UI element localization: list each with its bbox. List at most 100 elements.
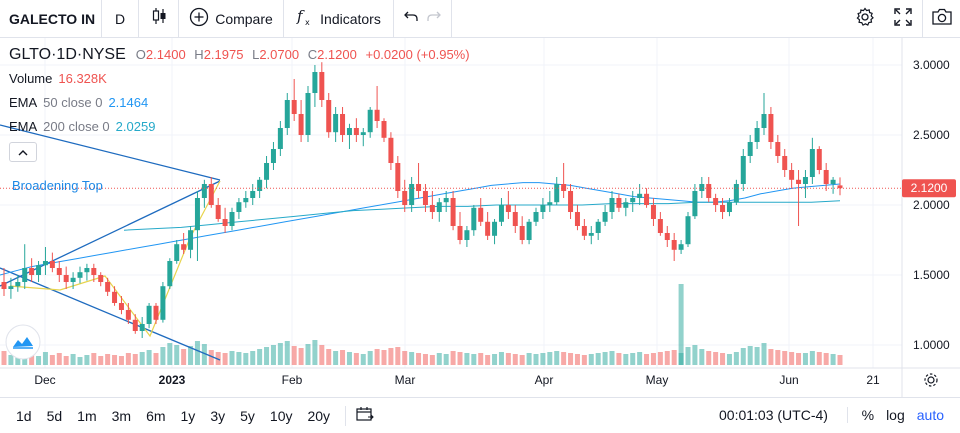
volume-bar xyxy=(443,354,449,365)
candle xyxy=(830,177,836,194)
candle-body xyxy=(319,72,325,100)
candle xyxy=(215,198,221,222)
volume-bar xyxy=(153,353,159,365)
volume-bar xyxy=(312,340,318,365)
candle-body xyxy=(540,205,546,212)
candle xyxy=(526,219,532,245)
auto-scale-button[interactable]: auto xyxy=(916,407,944,423)
range-button-1d[interactable]: 1d xyxy=(16,407,32,424)
volume-bar xyxy=(630,353,636,365)
candle-body xyxy=(118,303,124,310)
volume-bar xyxy=(291,346,297,365)
candle-body xyxy=(733,184,739,203)
chart-type-button[interactable] xyxy=(139,0,179,38)
range-button-10y[interactable]: 10y xyxy=(269,407,293,424)
candle-body xyxy=(505,205,511,212)
legend-ema200-row[interactable]: EMA 200 close 0 2.0259 xyxy=(9,119,156,134)
volume-bar xyxy=(740,348,746,365)
candle xyxy=(395,156,401,198)
candle-body xyxy=(726,202,732,212)
broadening-upper-line xyxy=(0,124,221,181)
range-button-6m[interactable]: 6m xyxy=(146,407,166,424)
volume-bar xyxy=(457,352,463,365)
svg-text:x: x xyxy=(305,18,310,27)
change-value: +0.0200 (+0.95%) xyxy=(365,47,470,62)
percent-scale-button[interactable]: % xyxy=(846,407,880,423)
range-button-5d[interactable]: 5d xyxy=(46,407,63,424)
candle xyxy=(816,146,822,175)
candle-body xyxy=(809,149,815,177)
candle xyxy=(236,198,242,219)
volume-bar xyxy=(519,355,525,365)
candle-body xyxy=(402,191,408,205)
candle-body xyxy=(153,305,159,320)
candle-body xyxy=(15,282,21,287)
logo-badge[interactable] xyxy=(5,324,41,360)
candle-body xyxy=(644,193,650,205)
candle-body xyxy=(554,184,560,203)
compare-button[interactable]: Compare xyxy=(179,0,284,38)
range-button-1y[interactable]: 1y xyxy=(180,407,196,424)
volume-bar xyxy=(464,353,470,365)
candle xyxy=(595,219,601,240)
settings-button[interactable] xyxy=(846,0,884,38)
candle-body xyxy=(333,114,339,133)
volume-bar xyxy=(609,351,615,365)
undo-icon[interactable] xyxy=(403,8,419,29)
price-chart[interactable]: 3.0000 2.5000 2.0000 1.5000 1.0000 Dec 2023 Fe… xyxy=(0,38,960,397)
candle-body xyxy=(450,198,456,226)
symbol-search-button[interactable]: GALECTO IN xyxy=(0,0,102,38)
volume-bar xyxy=(657,352,663,365)
candle-body xyxy=(77,272,83,278)
candle xyxy=(42,247,48,275)
log-scale-button[interactable]: log xyxy=(886,407,905,423)
volume-bar xyxy=(346,352,352,365)
candle xyxy=(118,296,124,315)
legend-collapse-button[interactable] xyxy=(9,142,37,162)
ema50-value: 2.1464 xyxy=(108,95,149,110)
legend-ema50-row[interactable]: EMA 50 close 0 2.1464 xyxy=(9,95,149,110)
chevron-up-icon xyxy=(18,143,28,161)
range-button-5y[interactable]: 5y xyxy=(240,407,255,424)
redo-icon[interactable] xyxy=(426,8,442,29)
volume-bar xyxy=(70,354,76,365)
volume-bar xyxy=(264,347,270,365)
candle-body xyxy=(775,142,781,156)
candle-body xyxy=(229,212,235,226)
range-button-3m[interactable]: 3m xyxy=(111,407,132,424)
candle-body xyxy=(581,226,587,236)
volume-bar xyxy=(360,354,366,365)
fullscreen-button[interactable] xyxy=(884,0,922,38)
candle xyxy=(222,207,228,233)
candle-body xyxy=(816,149,822,170)
candle-body xyxy=(160,286,166,320)
candle xyxy=(416,163,422,198)
volume-bar xyxy=(485,355,491,365)
range-button-1m[interactable]: 1m xyxy=(77,407,97,424)
candle-body xyxy=(789,170,795,180)
volume-bar xyxy=(492,354,498,365)
date-range-button[interactable] xyxy=(356,406,374,425)
candle xyxy=(1,268,7,296)
volume-bar xyxy=(747,346,753,365)
candle xyxy=(181,233,187,254)
candle xyxy=(298,100,304,142)
snapshot-button[interactable] xyxy=(922,0,960,38)
time-tick-label: Dec xyxy=(34,373,55,387)
candle-body xyxy=(277,128,283,149)
candle-body xyxy=(519,226,525,240)
time-tick-label: Mar xyxy=(395,373,416,387)
legend-volume-row[interactable]: Volume 16.328K xyxy=(9,71,107,86)
volume-bar xyxy=(809,351,815,365)
axis-settings-button[interactable] xyxy=(924,373,938,387)
range-button-20y[interactable]: 20y xyxy=(307,407,331,424)
volume-bar xyxy=(616,353,622,365)
interval-button[interactable]: D xyxy=(102,0,139,38)
candle xyxy=(768,107,774,149)
candle-body xyxy=(422,191,428,205)
candle xyxy=(105,277,111,296)
range-button-3y[interactable]: 3y xyxy=(210,407,226,424)
candle-body xyxy=(533,212,539,222)
timezone-clock[interactable]: 00:01:03 (UTC-4) xyxy=(719,407,828,423)
